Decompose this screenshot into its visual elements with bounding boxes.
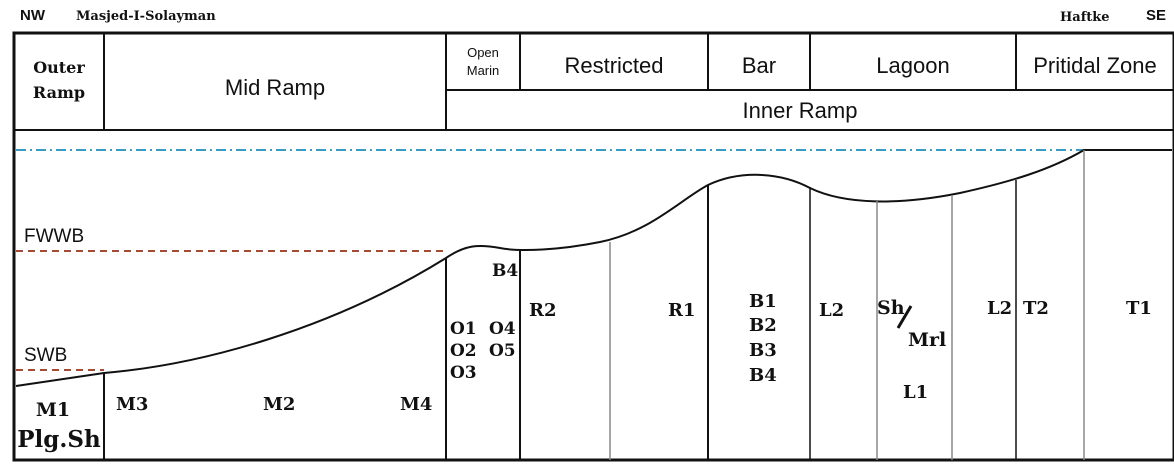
sh-mrl-slash: [896, 305, 913, 329]
facies-m3: M3: [116, 394, 148, 415]
facies-o3: O3: [450, 363, 477, 383]
left-location-label: Masjed-I-Solayman: [76, 9, 216, 24]
facies-b4: B4: [749, 365, 777, 386]
facies-l2-right: L2: [987, 298, 1012, 319]
zone-bar: Bar: [742, 53, 776, 78]
nw-label: NW: [20, 7, 46, 24]
zone-restricted: Restricted: [564, 53, 663, 78]
zone-peritidal: Pritidal Zone: [1033, 53, 1157, 78]
diagram-frame: [12, 31, 1174, 462]
facies-b2: B2: [749, 315, 777, 336]
facies-m2: M2: [263, 394, 295, 415]
facies-mrl: Mrl: [908, 329, 946, 351]
zone-outer-ramp-line2: Ramp: [33, 83, 85, 102]
facies-l1: L1: [903, 382, 928, 403]
facies-plg-sh: Plg.Sh: [17, 426, 101, 453]
zone-inner-ramp: Inner Ramp: [743, 98, 858, 123]
sea-floor-profile: [15, 149, 1172, 387]
fwwb-label: FWWB: [24, 226, 84, 247]
facies-o2: O2: [450, 341, 477, 361]
se-label: SE: [1146, 7, 1166, 24]
facies-r2: R2: [529, 300, 556, 321]
facies-o5: O5: [489, 341, 516, 361]
zone-outer-ramp-line1: Outer: [33, 58, 85, 77]
facies-b4-open: B4: [492, 261, 518, 281]
facies-o4: O4: [489, 319, 516, 339]
zone-open-marin-line1: Open: [467, 45, 499, 60]
zone-open-marin-line2: Marin: [467, 63, 500, 78]
facies-m1: M1: [36, 399, 70, 421]
swb-label: SWB: [24, 345, 67, 366]
facies-b3: B3: [749, 340, 777, 361]
facies-b1: B1: [749, 291, 777, 312]
facies-m4: M4: [400, 394, 432, 415]
facies-t1: T1: [1126, 298, 1152, 319]
right-location-label: Haftke: [1060, 10, 1110, 25]
facies-r1: R1: [668, 300, 695, 321]
facies-o1: O1: [450, 319, 477, 339]
zone-mid-ramp: Mid Ramp: [225, 75, 325, 100]
facies-t2: T2: [1023, 298, 1049, 319]
facies-sh: Sh: [877, 297, 905, 319]
facies-l2-left: L2: [819, 300, 844, 321]
zone-lagoon: Lagoon: [876, 53, 949, 78]
